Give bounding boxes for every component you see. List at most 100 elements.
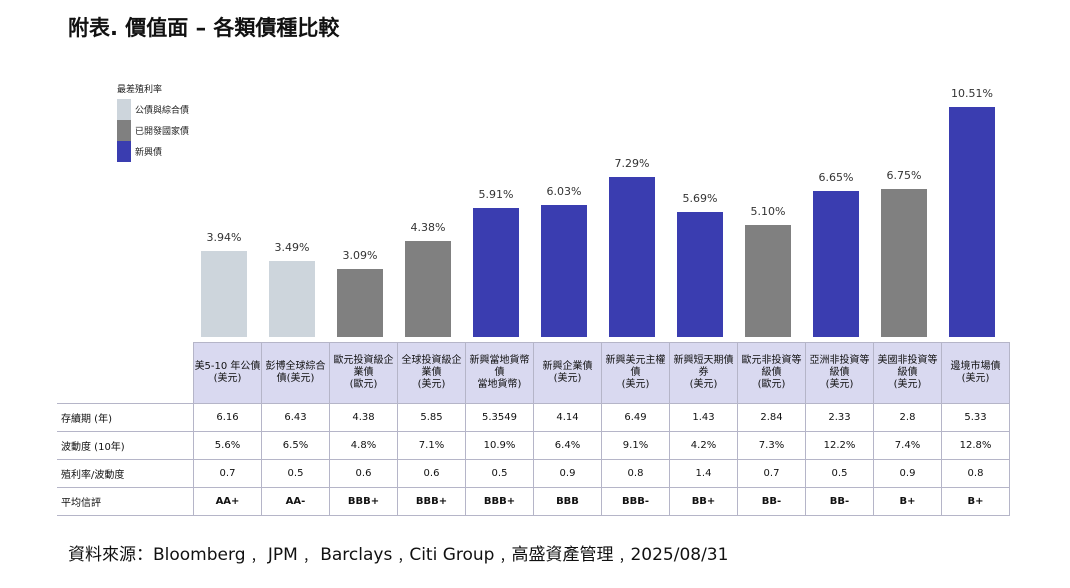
bar-value-label: 3.09% bbox=[342, 249, 378, 263]
bar bbox=[473, 207, 519, 337]
chart-legend: 最差殖利率 公債與綜合債 已開發國家債 新興債 bbox=[117, 82, 189, 162]
column-header: 歐元投資級企 業債 (歐元) bbox=[329, 342, 398, 404]
row-label: 殖利率/波動度 bbox=[57, 459, 194, 488]
table-cell: B+ bbox=[873, 487, 942, 516]
bar bbox=[745, 225, 791, 337]
table-cell: BB- bbox=[737, 487, 806, 516]
table-cell: 6.4% bbox=[533, 431, 602, 460]
table-cell: AA- bbox=[261, 487, 330, 516]
bar-value-label: 4.38% bbox=[410, 221, 446, 235]
column-header: 亞洲非投資等 級債 (美元) bbox=[805, 342, 874, 404]
table-cell: 0.7 bbox=[737, 459, 806, 488]
table-cell: 0.8 bbox=[601, 459, 670, 488]
bar bbox=[201, 250, 247, 337]
bar-value-label: 5.91% bbox=[478, 187, 514, 201]
table-row: 平均信評 AA+ AA- BBB+ BBB+ BBB+ BBB BBB- BB+ BB- BB- B+… bbox=[57, 487, 1010, 516]
bar-value-label: 6.75% bbox=[886, 169, 922, 183]
table-cell: 12.8% bbox=[941, 431, 1010, 460]
table-cell: 0.8 bbox=[941, 459, 1010, 488]
legend-item: 公債與綜合債 bbox=[117, 99, 189, 120]
table-cell: 0.6 bbox=[329, 459, 398, 488]
table-cell: 9.1% bbox=[601, 431, 670, 460]
table-cell: 2.33 bbox=[805, 403, 874, 432]
legend-item: 已開發國家債 bbox=[117, 120, 189, 141]
header-blank bbox=[57, 342, 194, 404]
table-cell: 7.4% bbox=[873, 431, 942, 460]
table-cell: 4.2% bbox=[669, 431, 738, 460]
table-row: 波動度 (10年) 5.6% 6.5% 4.8% 7.1% 10.9% 6.4% 9.1% 4.… bbox=[57, 431, 1010, 460]
table-cell: 0.9 bbox=[873, 459, 942, 488]
bar bbox=[405, 241, 451, 337]
table-cell: 1.4 bbox=[669, 459, 738, 488]
source-note: 資料來源：Bloomberg﹐ JPM﹐ Barclays﹐Citi Group… bbox=[68, 545, 729, 565]
table-cell: 0.5 bbox=[261, 459, 330, 488]
column-header: 邊境市場債 (美元) bbox=[941, 342, 1010, 404]
column-header: 全球投資級企 業債 (美元) bbox=[397, 342, 466, 404]
bar-value-label: 10.51% bbox=[951, 87, 993, 100]
table-cell: 6.5% bbox=[261, 431, 330, 460]
bar bbox=[269, 260, 315, 337]
column-header: 美國非投資等 級債 (美元) bbox=[873, 342, 942, 404]
legend-label: 已開發國家債 bbox=[135, 127, 190, 137]
table-cell: 4.38 bbox=[329, 403, 398, 432]
table-cell: 2.8 bbox=[873, 403, 942, 432]
legend-swatch bbox=[117, 99, 131, 120]
column-header: 彭博全球綜合 債(美元) bbox=[261, 342, 330, 404]
bond-comparison-table: 美5-10 年公債 (美元) 彭博全球綜合 債(美元) 歐元投資級企 業債 (歐元)… bbox=[57, 342, 1010, 516]
table-cell: 6.49 bbox=[601, 403, 670, 432]
row-label: 存續期 (年) bbox=[57, 403, 194, 432]
table-cell: 7.3% bbox=[737, 431, 806, 460]
table-cell: 0.5 bbox=[805, 459, 874, 488]
table-cell: AA+ bbox=[193, 487, 262, 516]
table-cell: BBB+ bbox=[329, 487, 398, 516]
table-cell: B+ bbox=[941, 487, 1010, 516]
legend-label: 公債與綜合債 bbox=[135, 106, 190, 116]
bar-value-label: 5.10% bbox=[750, 205, 786, 219]
bar-value-label: 7.29% bbox=[614, 157, 650, 171]
table-cell: 6.16 bbox=[193, 403, 262, 432]
bar bbox=[677, 212, 723, 337]
table-cell: 1.43 bbox=[669, 403, 738, 432]
legend-swatch bbox=[117, 141, 131, 162]
table-cell: 10.9% bbox=[465, 431, 534, 460]
bar-value-label: 6.65% bbox=[818, 171, 854, 185]
bar-value-label: 3.94% bbox=[206, 230, 242, 244]
table-cell: BBB bbox=[533, 487, 602, 516]
table-cell: BBB+ bbox=[465, 487, 534, 516]
legend-label: 新興債 bbox=[135, 148, 163, 158]
bar-value-label: 3.49% bbox=[274, 240, 310, 254]
table-cell: 6.43 bbox=[261, 403, 330, 432]
legend-title: 最差殖利率 bbox=[117, 85, 163, 95]
table-cell: 0.7 bbox=[193, 459, 262, 488]
bar-value-label: 5.69% bbox=[682, 192, 718, 206]
table-cell: BBB- bbox=[601, 487, 670, 516]
bar-value-label: 6.03% bbox=[546, 185, 582, 199]
row-label: 平均信評 bbox=[57, 487, 194, 516]
table-cell: BBB+ bbox=[397, 487, 466, 516]
table-cell: BB- bbox=[805, 487, 874, 516]
row-label: 波動度 (10年) bbox=[57, 431, 194, 460]
table-cell: 4.14 bbox=[533, 403, 602, 432]
bar bbox=[541, 205, 587, 337]
table-cell: 0.5 bbox=[465, 459, 534, 488]
column-header: 美5-10 年公債 (美元) bbox=[193, 342, 262, 404]
column-header: 新興企業債 (美元) bbox=[533, 342, 602, 404]
column-header: 新興短天期債 券 (美元) bbox=[669, 342, 738, 404]
bar-chart: 3.94% 3.49% 3.09% 4.38% 5.91% 6.03% 7.29% 5.69%… bbox=[190, 0, 1006, 340]
table-cell: 5.85 bbox=[397, 403, 466, 432]
table-cell: 4.8% bbox=[329, 431, 398, 460]
page-title: 附表. 價值面 – 各類債種比較 bbox=[68, 16, 340, 40]
legend-item: 新興債 bbox=[117, 141, 189, 162]
table-cell: BB+ bbox=[669, 487, 738, 516]
table-cell: 2.84 bbox=[737, 403, 806, 432]
column-header: 新興當地貨幣 債 當地貨幣) bbox=[465, 342, 534, 404]
table-cell: 5.6% bbox=[193, 431, 262, 460]
table-cell: 5.3549 bbox=[465, 403, 534, 432]
column-header: 歐元非投資等 級債 (歐元) bbox=[737, 342, 806, 404]
bar bbox=[337, 269, 383, 337]
table-cell: 12.2% bbox=[805, 431, 874, 460]
table-cell: 5.33 bbox=[941, 403, 1010, 432]
bar bbox=[609, 177, 655, 337]
column-header: 新興美元主權 債 (美元) bbox=[601, 342, 670, 404]
